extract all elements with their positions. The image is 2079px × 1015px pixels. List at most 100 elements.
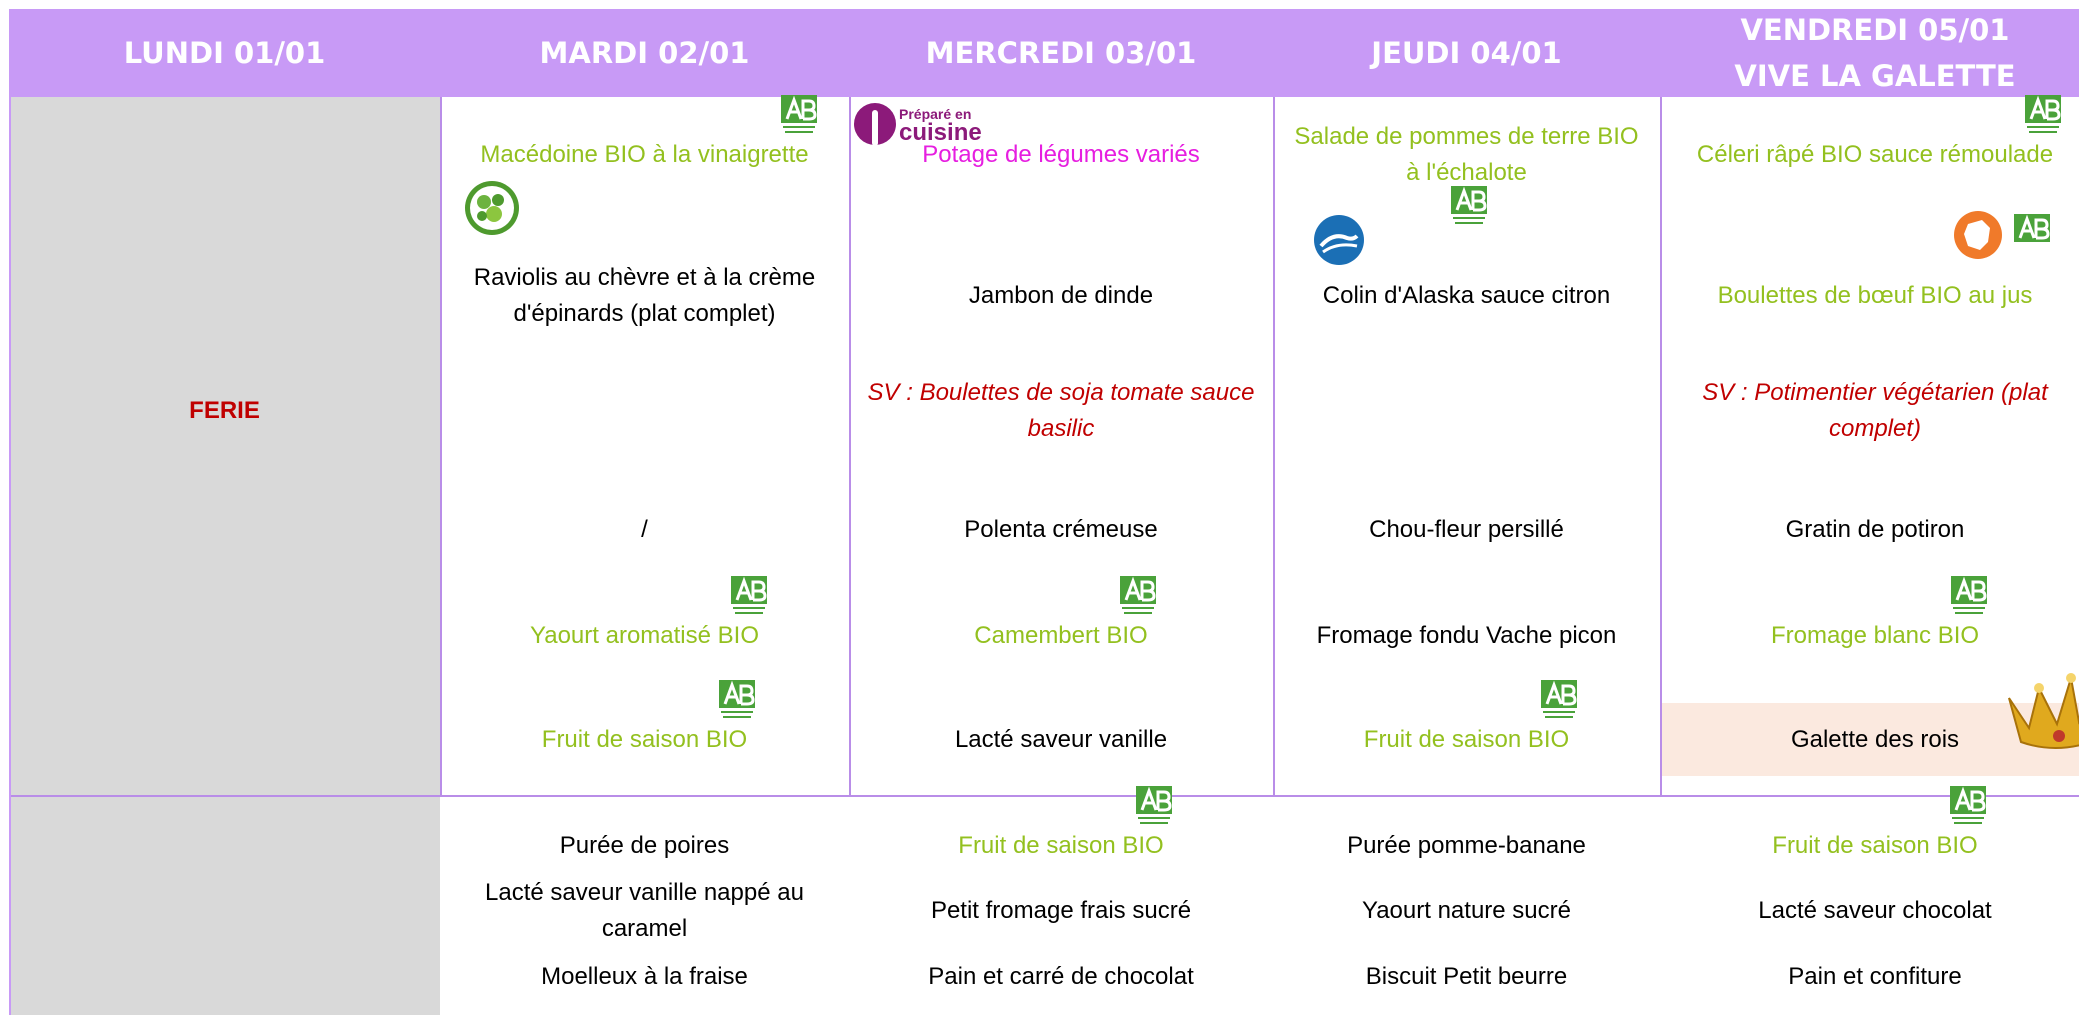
item-wrap: Céleri râpé BIO sauce rémoulade (1696, 95, 2062, 173)
menu-item: Lacté saveur vanille nappé au caramel (440, 866, 849, 956)
item-text: Purée de poires (559, 832, 730, 859)
closed-text: FERIE (189, 397, 260, 424)
logo-graphic (1954, 211, 2051, 259)
item-wrap: Camembert BIO (974, 576, 1156, 654)
day-header: LUNDI 01/01 (9, 9, 440, 97)
cuisine-mark (854, 103, 896, 146)
item-wrap: Macédoine BIO à la vinaigrette (480, 95, 817, 173)
item-wrap: Biscuit Petit beurre (1366, 959, 1567, 995)
menu-item: Purée pomme-banane (1273, 801, 1660, 891)
menu-item: Camembert BIO (849, 576, 1273, 681)
item-wrap: Fruit de saison BIO (1363, 680, 1578, 758)
item-text: Yaourt aromatisé BIO (530, 622, 759, 649)
item-wrap: Polenta crémeuse (964, 512, 1157, 548)
cuisine-text: Préparé en cuisine (899, 107, 982, 145)
logo-graphic (1541, 680, 1578, 718)
day-label: LUNDI 01/01 (123, 36, 326, 70)
menu-item: Fromage blanc BIO (1660, 576, 2079, 681)
day-header: MERCREDI 03/01 (849, 9, 1273, 97)
item-text: Yaourt nature sucré (1361, 897, 1571, 924)
item-text: Raviolis au chèvre et à la crème d'épina… (473, 264, 816, 327)
item-text: Galette des rois (1790, 726, 1960, 753)
menu-item: / (440, 485, 849, 575)
item-text: Lacté saveur chocolat (1758, 897, 1992, 924)
item-text: SV : Boulettes de soja tomate sauce basi… (867, 379, 1255, 442)
logo-icon (1134, 784, 1174, 839)
item-wrap: Fruit de saison BIO (958, 786, 1172, 864)
logo-icon (779, 93, 819, 148)
menu-item: Potage de légumes variés (849, 110, 1273, 200)
item-wrap: Gratin de potiron (1786, 512, 1965, 548)
item-wrap: Fromage blanc BIO (1771, 576, 1988, 654)
logo-icon (464, 180, 520, 247)
item-wrap: Chou-fleur persillé (1369, 512, 1564, 548)
logo-icon (1313, 214, 1365, 277)
logo-icon (729, 574, 769, 629)
item-wrap: Colin d'Alaska sauce citron (1313, 215, 1611, 314)
menu-item: Colin d'Alaska sauce citron (1273, 215, 1660, 341)
item-wrap: Lacté saveur vanille nappé au caramel (454, 875, 835, 947)
item-wrap: Salade de pommes de terre BIO à l'échalo… (1287, 119, 1646, 224)
item-text: Céleri râpé BIO sauce rémoulade (1696, 141, 2054, 168)
item-wrap: Fruit de saison BIO (542, 680, 756, 758)
day-label: MARDI 02/01 (539, 36, 750, 70)
item-wrap: Pain et carré de chocolat (928, 959, 1194, 995)
item-wrap: Petit fromage frais sucré (931, 893, 1191, 929)
menu-item: Pain et confiture (1660, 932, 2079, 1015)
logo-icon (717, 678, 757, 733)
logo-graphic (1135, 786, 1172, 824)
logo-graphic (2008, 673, 2079, 749)
item-text: Camembert BIO (974, 622, 1148, 649)
item-text: Moelleux à la fraise (541, 963, 748, 990)
item-wrap: Lacté saveur vanille (955, 722, 1167, 758)
item-text: Fruit de saison BIO (958, 832, 1164, 859)
menu-item: SV : Potimentier végétarien (plat comple… (1660, 366, 2079, 456)
menu-item: Fruit de saison BIO (1273, 680, 1660, 785)
item-wrap: Galette des rois (1790, 673, 2079, 758)
menu-item: Fruit de saison BIO (1660, 786, 2079, 891)
menu-item: Salade de pommes de terre BIO à l'échalo… (1273, 110, 1660, 224)
menu-item: Yaourt aromatisé BIO (440, 576, 849, 681)
logo-graphic (780, 95, 817, 133)
item-text: / (641, 516, 648, 543)
item-wrap: / (641, 512, 648, 548)
item-wrap: Raviolis au chèvre et à la crème d'épina… (454, 181, 835, 332)
logo-icon (1539, 678, 1579, 733)
day-header: MARDI 02/01 (440, 9, 849, 97)
item-wrap: Fromage fondu Vache picon (1317, 618, 1617, 654)
logo-graphic (1951, 576, 1988, 614)
menu-item: Fruit de saison BIO (849, 786, 1273, 891)
item-text: Lacté saveur vanille (954, 726, 1168, 753)
menu-item: Chou-fleur persillé (1273, 485, 1660, 575)
logo-graphic (719, 680, 756, 718)
menu-item: Pain et carré de chocolat (849, 932, 1273, 1015)
item-text: Salade de pommes de terre BIO à l'échalo… (1294, 123, 1639, 186)
divider (440, 97, 442, 796)
logo-graphic (1450, 186, 1487, 224)
item-text: Fromage fondu Vache picon (1316, 622, 1617, 649)
logo-icon (1449, 184, 1489, 239)
item-wrap: Yaourt aromatisé BIO (530, 576, 767, 654)
header-bar (9, 9, 2079, 97)
logo-graphic (730, 576, 767, 614)
menu-item: Petit fromage frais sucré (849, 866, 1273, 956)
item-text: Potage de légumes variés (922, 141, 1200, 168)
closed-label: FERIE (9, 366, 440, 456)
item-text: Fruit de saison BIO (1363, 726, 1570, 753)
divider (9, 795, 2079, 797)
menu-item: Lacté saveur vanille (849, 695, 1273, 785)
item-text: Jambon de dinde (968, 282, 1154, 309)
item-wrap: Lacté saveur chocolat (1758, 893, 1991, 929)
menu-item: Polenta crémeuse (849, 485, 1273, 575)
menu-item: SV : Boulettes de soja tomate sauce basi… (849, 366, 1273, 456)
item-text: Macédoine BIO à la vinaigrette (480, 141, 809, 168)
item-text: Petit fromage frais sucré (930, 897, 1192, 924)
menu-item: Galette des rois (1660, 673, 2079, 785)
item-text: Colin d'Alaska sauce citron (1322, 282, 1611, 309)
cuisine-logo: Préparé en cuisine (853, 102, 982, 150)
logo-icon (1118, 574, 1158, 629)
item-wrap: Yaourt nature sucré (1362, 893, 1571, 929)
item-text: Biscuit Petit beurre (1365, 963, 1568, 990)
item-text: Lacté saveur vanille nappé au caramel (485, 879, 804, 942)
